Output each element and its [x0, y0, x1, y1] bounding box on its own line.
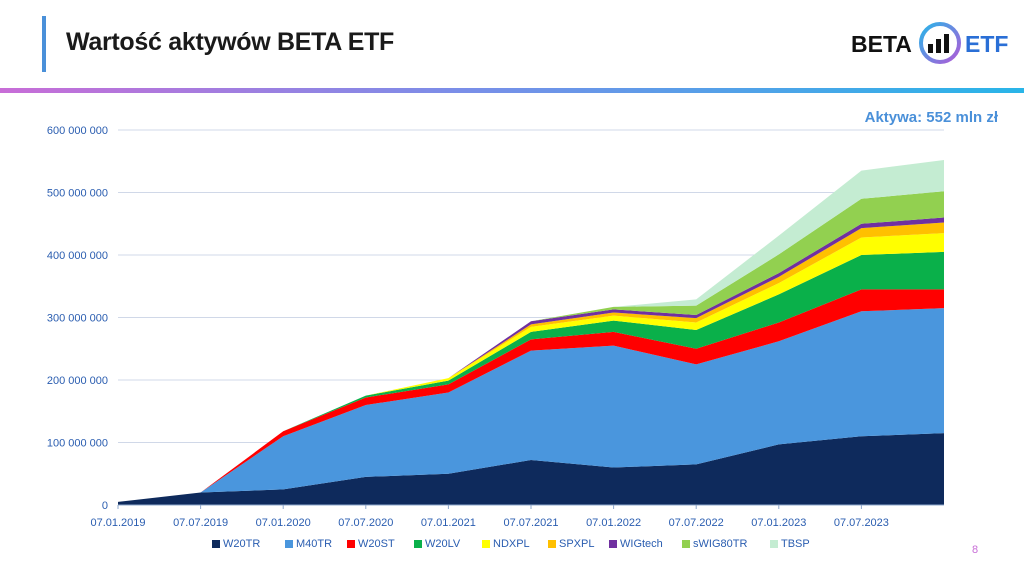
legend-label: sWIG80TR — [693, 538, 748, 550]
legend-item-m40tr: M40TR — [285, 538, 332, 556]
header-divider — [0, 88, 1024, 93]
legend-item-spxpl: SPXPL — [548, 538, 594, 556]
legend-swatch — [212, 540, 220, 549]
x-tick-label: 07.07.2019 — [173, 517, 228, 529]
x-tick-label: 07.01.2020 — [256, 517, 311, 529]
legend-label: M40TR — [296, 538, 333, 550]
assets-total-label: Aktywa: 552 mln zł — [864, 109, 998, 126]
x-tick-label: 07.07.2020 — [338, 517, 393, 529]
y-tick-label: 500 000 000 — [47, 188, 108, 200]
legend-label: NDXPL — [493, 538, 530, 550]
series-area-tbsp — [118, 160, 944, 502]
legend-swatch — [609, 540, 617, 549]
y-tick-label: 400 000 000 — [47, 250, 108, 262]
x-tick-label: 07.01.2021 — [421, 517, 476, 529]
legend-label: W20ST — [358, 538, 395, 550]
x-tick-label: 07.01.2023 — [751, 517, 806, 529]
legend-swatch — [770, 540, 778, 549]
series-area-m40tr — [118, 308, 944, 502]
stacked-area-chart: 0 100 000 000 200 000 000 300 000 000 400 00… — [47, 125, 944, 529]
legend-item-w20tr: W20TR — [212, 538, 260, 556]
legend-swatch — [682, 540, 690, 549]
logo-bars-icon — [919, 22, 961, 64]
x-tick-label: 07.01.2022 — [586, 517, 641, 529]
title-accent-bar — [42, 16, 46, 72]
y-tick-label: 600 000 000 — [47, 125, 108, 137]
legend-label: W20TR — [223, 538, 261, 550]
legend-label: W20LV — [425, 538, 461, 550]
x-tick-label: 07.07.2022 — [669, 517, 724, 529]
logo-etf-text: ETF — [965, 31, 1009, 57]
logo-beta-text: BETA — [851, 31, 912, 57]
page-title: Wartość aktywów BETA ETF — [66, 28, 395, 56]
y-tick-label: 300 000 000 — [47, 313, 108, 325]
x-tick-label: 07.01.2019 — [90, 517, 145, 529]
legend-swatch — [548, 540, 556, 549]
legend-swatch — [285, 540, 293, 549]
legend-swatch — [347, 540, 355, 549]
legend-item-w20lv: W20LV — [414, 538, 460, 556]
legend-swatch — [414, 540, 422, 549]
y-tick-label: 100 000 000 — [47, 438, 108, 450]
legend-label: SPXPL — [559, 538, 595, 550]
chart-legend: W20TR M40TR W20ST W20LV NDXPL SPXPL WIGtech sWI… — [0, 538, 1024, 558]
beta-etf-logo: BETA ETF — [851, 20, 1011, 70]
series-area-w20tr — [118, 433, 944, 505]
page-number: 8 — [972, 544, 979, 556]
legend-item-swig80tr: sWIG80TR — [682, 538, 747, 556]
legend-item-ndxpl: NDXPL — [482, 538, 530, 556]
legend-label: WIGtech — [620, 538, 663, 550]
legend-item-wigtech: WIGtech — [609, 538, 663, 556]
y-tick-label: 200 000 000 — [47, 375, 108, 387]
series-area-w20st — [118, 289, 944, 502]
series-area-w20lv — [118, 251, 944, 502]
legend-label: TBSP — [781, 538, 810, 550]
legend-swatch — [482, 540, 490, 549]
y-tick-label: 0 — [102, 500, 108, 512]
series-area-swig80tr — [118, 191, 944, 502]
legend-item-w20st: W20ST — [347, 538, 395, 556]
legend-item-tbsp: TBSP — [770, 538, 810, 556]
x-tick-label: 07.07.2021 — [503, 517, 558, 529]
x-tick-label: 07.07.2023 — [834, 517, 889, 529]
